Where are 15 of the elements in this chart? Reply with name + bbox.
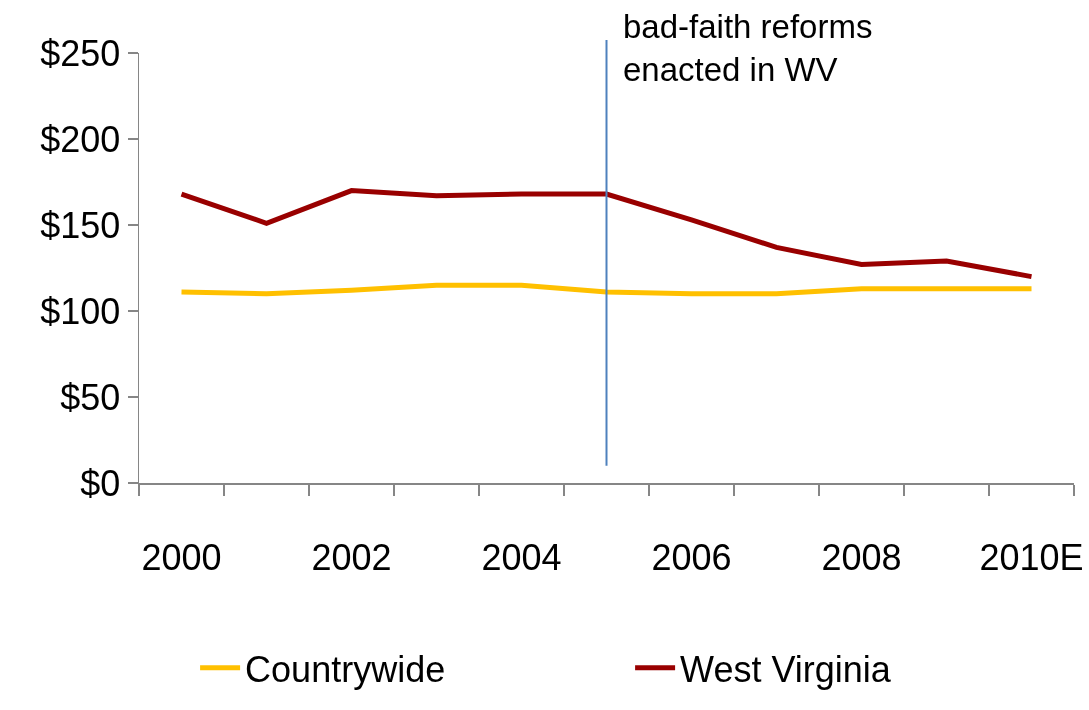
ref-line-label: bad-faith reforms enacted in WV: [623, 8, 873, 88]
y-tick-label: $150: [40, 204, 121, 246]
y-tick-label: $250: [40, 32, 121, 74]
x-tick-label: 2010E: [979, 536, 1084, 578]
y-tick-label: $0: [80, 462, 121, 504]
y-tick-label: $50: [60, 376, 121, 418]
legend-label: West Virginia: [680, 648, 892, 690]
legend-label: Countrywide: [245, 648, 446, 690]
y-tick-label: $100: [40, 290, 121, 332]
x-tick-label: 2004: [481, 536, 562, 578]
y-tick-label: $200: [40, 118, 121, 160]
x-tick-label: 2000: [141, 536, 222, 578]
x-tick-label: 2002: [311, 536, 392, 578]
x-tick-label: 2006: [651, 536, 732, 578]
x-tick-label: 2008: [821, 536, 902, 578]
